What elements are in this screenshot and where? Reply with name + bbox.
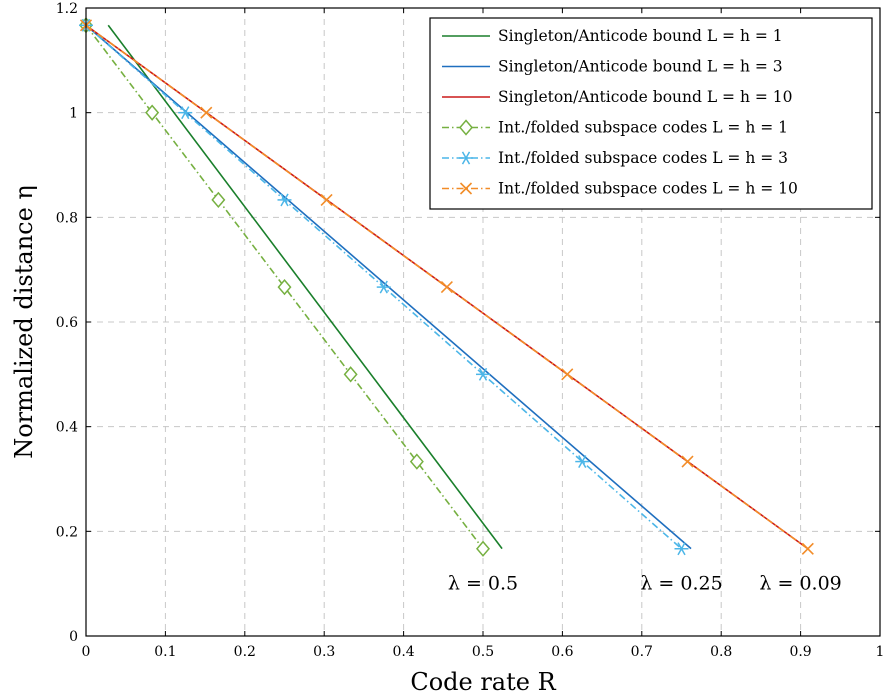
series-6-point xyxy=(320,193,333,206)
x-tick-label: 0.5 xyxy=(472,644,494,660)
series-4-point xyxy=(409,453,424,470)
series-4-point xyxy=(145,104,160,121)
annotation-layer: λ = 0.5 λ = 0.25 λ = 0.09 xyxy=(448,573,842,595)
y-tick-label: 1.2 xyxy=(56,1,78,17)
series-5-point xyxy=(376,280,391,294)
legend-label-2: Singleton/Anticode bound L = h = 3 xyxy=(498,58,783,76)
y-axis-label: Normalized distance η xyxy=(10,185,38,459)
legend-label-5: Int./folded subspace codes L = h = 3 xyxy=(498,149,788,167)
series-6-point xyxy=(561,368,574,381)
y-tick-label: 0.8 xyxy=(56,210,78,226)
series-6-point xyxy=(200,106,213,119)
legend-label-4: Int./folded subspace codes L = h = 1 xyxy=(498,119,788,137)
legend-marker-5 xyxy=(459,151,473,165)
x-tick-label: 0.6 xyxy=(551,644,573,660)
series-6-point xyxy=(440,281,453,294)
y-tick-label: 0.6 xyxy=(56,315,78,331)
lambda-annotation: λ = 0.09 xyxy=(759,573,841,595)
x-tick-label: 0.3 xyxy=(313,644,335,660)
tick-layer: 0 0.1 0.2 0.3 0.4 0.5 0.6 0.7 0.8 0.9 1 0 0.2 0.4 0.6 0… xyxy=(56,1,885,660)
x-tick-label: 0.9 xyxy=(789,644,811,660)
series-4-point xyxy=(343,366,358,383)
series-6-point xyxy=(801,542,814,555)
series-4-point xyxy=(211,191,226,209)
x-tick-label: 0.1 xyxy=(154,644,176,660)
lambda-annotation: λ = 0.5 xyxy=(448,573,518,595)
legend-label-1: Singleton/Anticode bound L = h = 1 xyxy=(498,27,783,45)
legend-box xyxy=(429,17,873,210)
y-tick-label: 0.4 xyxy=(56,420,78,436)
legend-label-6: Int./folded subspace codes L = h = 10 xyxy=(498,180,798,198)
x-tick-label: 0.7 xyxy=(631,644,653,660)
legend: Singleton/Anticode bound L = h = 1 Single… xyxy=(429,17,873,210)
series-5-point xyxy=(674,542,689,556)
series-5-point xyxy=(277,193,292,207)
x-tick-label: 0.8 xyxy=(710,644,732,660)
series-6-point xyxy=(681,455,694,468)
legend-marker-4 xyxy=(459,119,473,136)
legend-label-3: Singleton/Anticode bound L = h = 10 xyxy=(498,88,793,106)
series-5-point xyxy=(575,455,590,469)
y-tick-label: 0 xyxy=(69,629,78,645)
series-4-point xyxy=(476,540,490,557)
x-tick-label: 0.4 xyxy=(392,644,414,660)
y-tick-label: 1 xyxy=(69,106,78,122)
series-4-point xyxy=(277,278,292,296)
series-1-line xyxy=(107,24,503,550)
x-axis-label: Code rate R xyxy=(410,668,556,696)
x-tick-label: 0.2 xyxy=(234,644,256,660)
series-5-point xyxy=(178,106,193,120)
lambda-annotation: λ = 0.25 xyxy=(640,573,722,595)
x-tick-label: 0 xyxy=(82,644,91,660)
legend-marker-6 xyxy=(459,182,473,195)
x-tick-label: 1 xyxy=(876,644,885,660)
series-5-point xyxy=(476,367,490,381)
series-layer xyxy=(79,17,814,557)
y-tick-label: 0.2 xyxy=(56,524,78,540)
